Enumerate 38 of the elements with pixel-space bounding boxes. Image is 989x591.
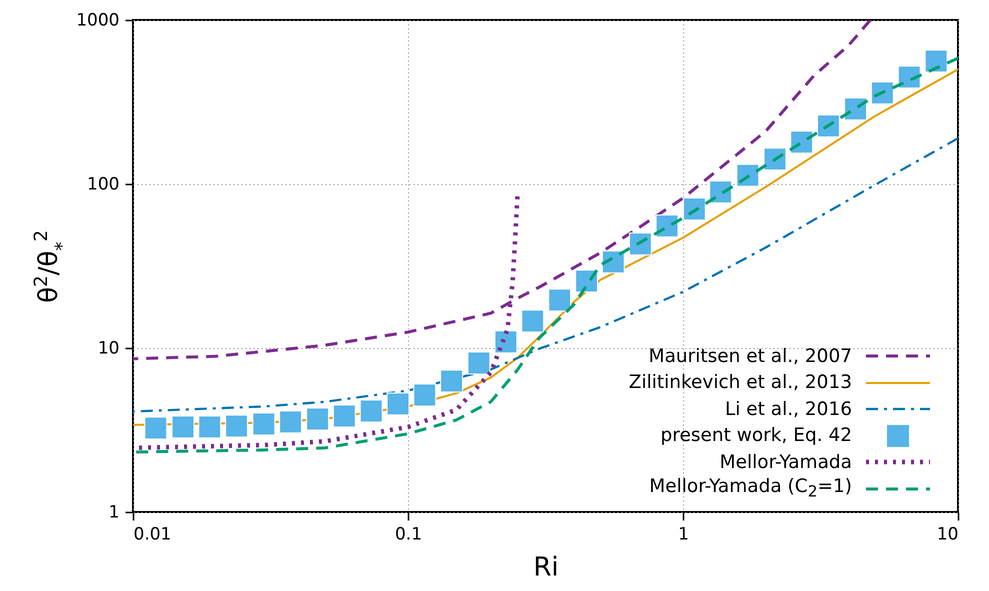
y-tick-label: 1000 [76, 10, 120, 30]
legend-label: present work, Eq. 42 [660, 425, 852, 446]
x-tick-label: 0.01 [134, 524, 172, 544]
point [924, 50, 948, 72]
point [736, 164, 760, 187]
point [386, 392, 410, 416]
point [521, 310, 544, 332]
point [279, 410, 302, 434]
y-tick-label: 100 [87, 174, 120, 194]
legend-label: Mellor-Yamada [720, 452, 852, 473]
x-axis-title: Ri [533, 552, 559, 582]
point [764, 148, 786, 170]
point [440, 370, 464, 392]
x-tick-label: 1 [678, 524, 689, 544]
point [682, 198, 706, 220]
point [172, 416, 194, 438]
point [467, 352, 490, 374]
point [144, 416, 168, 440]
x-tick-label: 0.1 [394, 524, 422, 544]
point [628, 232, 652, 256]
point [306, 408, 330, 430]
legend-label: Zilitinkevich et al., 2013 [628, 372, 852, 394]
point [198, 416, 222, 438]
point [870, 82, 894, 104]
legend-label: Mellor-Yamada (C$_{2}$=1) [649, 476, 852, 502]
y-tick-label: 10 [98, 338, 120, 358]
point [252, 412, 276, 436]
point [817, 114, 840, 138]
point [332, 404, 356, 428]
point [225, 414, 248, 438]
x-tick-label: 10 [936, 524, 958, 544]
legend-label: Li et al., 2016 [724, 398, 852, 420]
point [360, 400, 383, 422]
point [413, 384, 436, 406]
point [548, 288, 572, 312]
legend-label: Mauritsen et al., 2007 [648, 346, 852, 367]
y-tick-label: 1 [108, 502, 120, 522]
point [494, 330, 518, 354]
